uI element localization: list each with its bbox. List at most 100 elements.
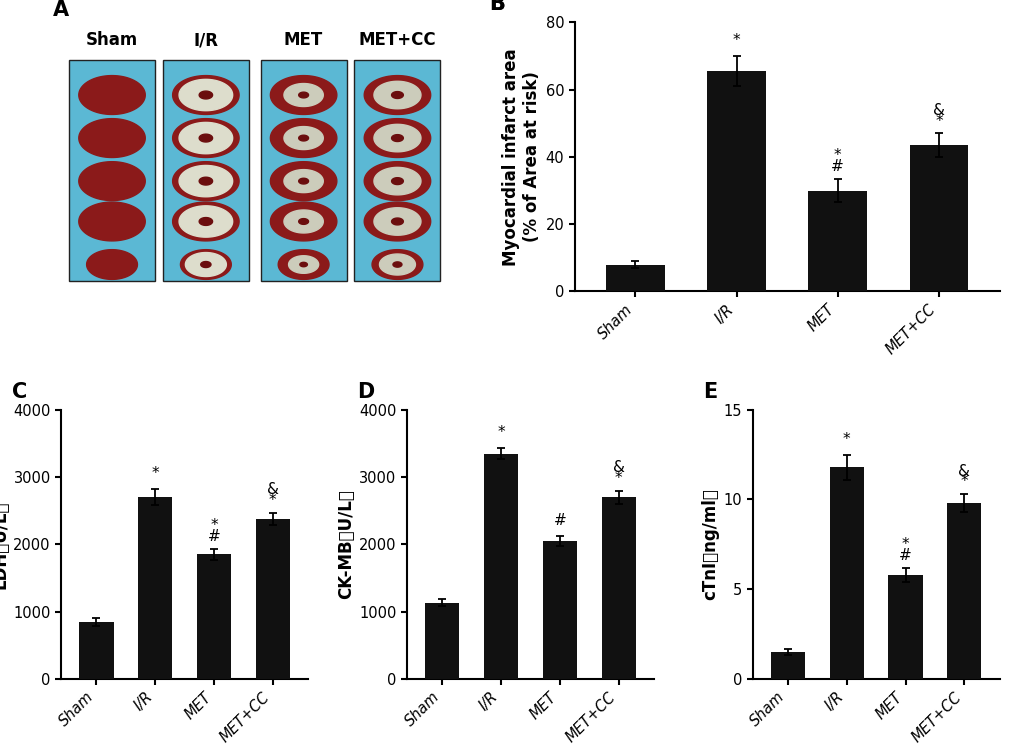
Polygon shape: [374, 167, 421, 195]
Polygon shape: [78, 75, 145, 114]
Bar: [601, 498, 635, 679]
FancyBboxPatch shape: [163, 60, 249, 280]
Text: #: #: [553, 513, 566, 527]
Y-axis label: Myocardial infarct area
(% of Area at risk): Myocardial infarct area (% of Area at ri…: [502, 48, 541, 266]
Polygon shape: [270, 162, 336, 201]
Polygon shape: [199, 218, 212, 225]
Polygon shape: [179, 206, 232, 237]
Polygon shape: [201, 262, 211, 268]
Text: I/R: I/R: [194, 31, 218, 49]
Text: *: *: [210, 518, 218, 533]
Text: #: #: [208, 529, 220, 544]
Text: *: *: [901, 537, 909, 552]
Polygon shape: [288, 256, 318, 273]
Polygon shape: [283, 169, 323, 192]
Text: MET+CC: MET+CC: [359, 31, 436, 49]
Text: *: *: [496, 425, 504, 440]
Polygon shape: [379, 254, 415, 275]
Text: *: *: [842, 432, 850, 447]
Text: E: E: [702, 382, 716, 402]
Text: #: #: [899, 548, 911, 562]
Polygon shape: [180, 250, 231, 280]
Bar: [888, 575, 921, 679]
Bar: [909, 145, 967, 292]
Bar: [79, 621, 113, 679]
Polygon shape: [364, 119, 430, 157]
Text: &: &: [267, 482, 278, 497]
Text: B: B: [489, 0, 505, 14]
Polygon shape: [199, 134, 212, 142]
Text: *: *: [934, 113, 942, 128]
Text: &: &: [958, 463, 969, 478]
Bar: [605, 265, 664, 292]
Text: MET: MET: [283, 31, 323, 49]
Polygon shape: [299, 93, 308, 98]
Polygon shape: [391, 134, 403, 142]
FancyBboxPatch shape: [261, 60, 346, 280]
Polygon shape: [391, 218, 403, 225]
Polygon shape: [179, 79, 232, 110]
Text: #: #: [830, 159, 844, 174]
Polygon shape: [299, 178, 308, 184]
Polygon shape: [172, 202, 238, 241]
Polygon shape: [78, 162, 145, 201]
Polygon shape: [172, 162, 238, 201]
Polygon shape: [78, 202, 145, 241]
Polygon shape: [179, 122, 232, 154]
Text: B: B: [489, 0, 505, 14]
Text: Sham: Sham: [86, 31, 138, 49]
Text: *: *: [732, 33, 740, 48]
Text: *: *: [614, 471, 622, 486]
Text: &: &: [612, 460, 624, 475]
Y-axis label: CK-MB（U/L）: CK-MB（U/L）: [336, 489, 355, 599]
Bar: [197, 554, 231, 679]
Bar: [139, 498, 172, 679]
Bar: [542, 541, 577, 679]
Y-axis label: LDH（U/L）: LDH（U/L）: [0, 500, 9, 589]
Polygon shape: [391, 92, 403, 98]
Polygon shape: [270, 119, 336, 157]
Bar: [256, 518, 289, 679]
Polygon shape: [270, 75, 336, 114]
Polygon shape: [87, 250, 138, 280]
Text: &: &: [932, 103, 944, 118]
Polygon shape: [372, 250, 423, 280]
Text: *: *: [960, 474, 967, 489]
Polygon shape: [374, 125, 421, 152]
Polygon shape: [391, 178, 403, 184]
Text: C: C: [12, 382, 28, 402]
Bar: [425, 603, 459, 679]
Polygon shape: [179, 166, 232, 197]
Polygon shape: [278, 250, 329, 280]
Bar: [808, 190, 866, 292]
Text: *: *: [151, 466, 159, 481]
Polygon shape: [364, 162, 430, 201]
Polygon shape: [283, 210, 323, 233]
Polygon shape: [199, 91, 212, 99]
Polygon shape: [283, 84, 323, 107]
Polygon shape: [270, 202, 336, 241]
Bar: [947, 503, 980, 679]
Polygon shape: [364, 75, 430, 114]
Polygon shape: [374, 207, 421, 235]
Polygon shape: [78, 119, 145, 157]
Bar: [706, 71, 765, 292]
Text: D: D: [358, 382, 374, 402]
Polygon shape: [283, 127, 323, 149]
Polygon shape: [364, 202, 430, 241]
Polygon shape: [299, 135, 308, 141]
Text: A: A: [53, 0, 69, 19]
Polygon shape: [199, 178, 212, 185]
Text: *: *: [834, 148, 841, 163]
Polygon shape: [172, 75, 238, 114]
Polygon shape: [392, 262, 401, 267]
Polygon shape: [185, 253, 226, 277]
Bar: [828, 467, 863, 679]
Bar: [483, 454, 518, 679]
Polygon shape: [300, 263, 307, 267]
FancyBboxPatch shape: [69, 60, 155, 280]
Text: *: *: [269, 493, 276, 508]
Polygon shape: [374, 81, 421, 109]
Bar: [770, 652, 804, 679]
Y-axis label: cTnI（ng/ml）: cTnI（ng/ml）: [701, 489, 718, 601]
